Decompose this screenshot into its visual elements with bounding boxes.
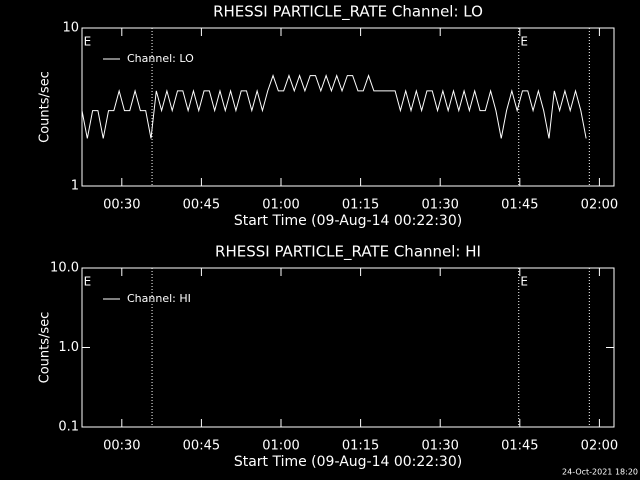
- y-tick-label: 1.0: [58, 340, 79, 355]
- x-tick-label: 00:45: [183, 439, 220, 454]
- x-axis-label: Start Time (09-Aug-14 00:22:30): [234, 213, 462, 229]
- chart-title: RHESSI PARTICLE_RATE Channel: LO: [213, 3, 483, 22]
- x-tick-label: 01:45: [501, 439, 538, 454]
- x-tick-label: 01:15: [342, 439, 379, 454]
- y-tick-label: 10: [62, 21, 79, 36]
- footer: 24-Oct-2021 18:20: [562, 468, 638, 477]
- annotation: E: [520, 275, 528, 289]
- x-tick-label: 02:00: [581, 198, 618, 213]
- x-tick-label: 01:00: [262, 439, 299, 454]
- annotation: E: [520, 35, 528, 49]
- x-tick-label: 01:00: [262, 198, 299, 213]
- x-tick-label: 01:30: [421, 439, 458, 454]
- annotation: E: [84, 275, 92, 289]
- y-tick-label: 1: [71, 179, 79, 194]
- data-line: [81, 74, 587, 139]
- x-axis-label: Start Time (09-Aug-14 00:22:30): [234, 454, 462, 470]
- legend-label: Channel: HI: [127, 292, 191, 305]
- x-tick-label: 01:15: [342, 198, 379, 213]
- x-tick-label: 01:30: [421, 198, 458, 213]
- y-tick-label: 10.0: [50, 261, 79, 276]
- y-axis-label: Counts/sec: [38, 312, 53, 384]
- x-tick-label: 00:30: [103, 439, 140, 454]
- legend-label: Channel: LO: [127, 52, 194, 65]
- x-tick-label: 01:45: [501, 198, 538, 213]
- chart-title: RHESSI PARTICLE_RATE Channel: HI: [215, 243, 481, 262]
- y-tick-label: 0.1: [58, 420, 79, 435]
- y-axis-label: Counts/sec: [38, 71, 53, 143]
- x-tick-label: 00:45: [183, 198, 220, 213]
- annotation: E: [84, 35, 92, 49]
- plot-frame: [81, 27, 615, 187]
- x-tick-label: 02:00: [581, 439, 618, 454]
- x-tick-label: 00:30: [103, 198, 140, 213]
